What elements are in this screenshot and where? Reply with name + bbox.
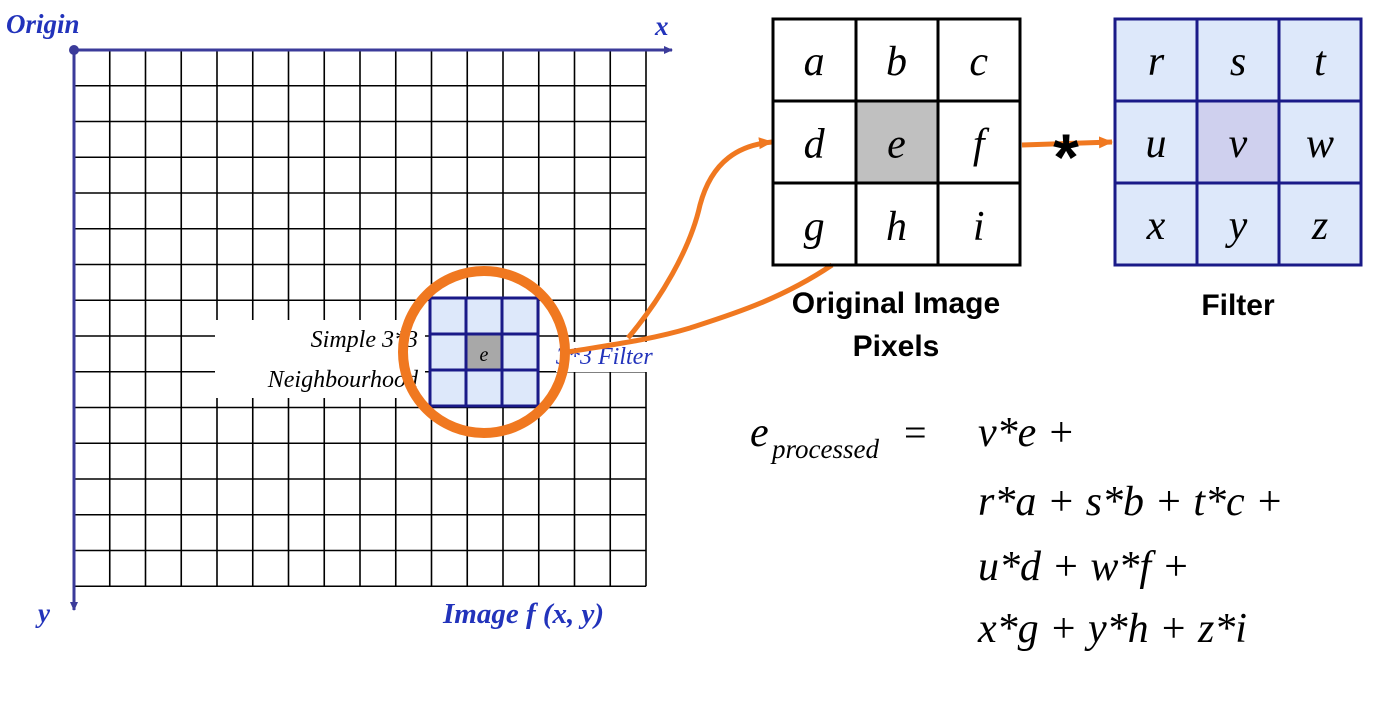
orange-connector-lower xyxy=(567,262,834,355)
formula-lhs-sub: processed xyxy=(770,434,879,464)
filter-center-fill xyxy=(1197,101,1279,183)
filter-z: z xyxy=(1311,203,1328,249)
formula-line1: v*e + xyxy=(978,410,1075,456)
convolution-operator: * xyxy=(1053,120,1079,194)
highlight-circle xyxy=(398,266,570,438)
pixel-g: g xyxy=(804,204,825,250)
origin-dot xyxy=(69,45,79,55)
pixel-a: a xyxy=(804,39,825,85)
pixel-center-fill xyxy=(856,101,938,183)
center-pixel-label: e xyxy=(480,344,489,366)
pixels-caption-line2: Pixels xyxy=(853,330,940,363)
filter-small-label-bg xyxy=(556,342,680,372)
formula-lhs-main: e xyxy=(750,410,769,456)
pixel-c: c xyxy=(969,39,988,85)
neighbourhood-label-bg xyxy=(215,320,425,398)
formula: e processed = v*e + r*a + s*b + t*c + u*… xyxy=(750,410,1284,652)
filter-y: y xyxy=(1225,203,1248,249)
pixel-grid-lines xyxy=(771,17,1022,267)
pixel-h: h xyxy=(886,204,907,250)
filter-s: s xyxy=(1230,39,1246,85)
formula-line3: u*d + w*f + xyxy=(978,544,1190,590)
x-axis-label: x xyxy=(654,11,669,41)
filter-x: x xyxy=(1146,203,1166,249)
filter-labels: r s t u v w x y z xyxy=(1146,39,1335,249)
orange-arrow-to-pixels xyxy=(626,137,773,340)
formula-line2: r*a + s*b + t*c + xyxy=(978,479,1284,525)
axes xyxy=(69,45,673,611)
pixel-grid: a b c d e f g h i xyxy=(771,17,1022,267)
center-pixel-fill xyxy=(466,334,502,370)
image-label: Image f (x, y) xyxy=(442,598,604,630)
filter-grid-lines xyxy=(1113,17,1363,267)
pixel-b: b xyxy=(886,39,907,85)
pixel-d: d xyxy=(804,121,826,167)
filter-caption: Filter xyxy=(1201,289,1275,322)
pixels-caption-line1: Original Image xyxy=(792,287,1000,320)
filter-overlay-lines xyxy=(428,296,540,408)
filter-u: u xyxy=(1146,121,1167,167)
origin-label: Origin xyxy=(6,9,80,39)
filter-grid: r s t u v w x y z xyxy=(1113,17,1363,267)
formula-equals: = xyxy=(904,410,927,455)
filter-overlay: e xyxy=(428,296,540,408)
pixel-labels: a b c d e f g h i xyxy=(804,39,990,250)
formula-line4: x*g + y*h + z*i xyxy=(977,606,1247,652)
pixel-f: f xyxy=(973,121,990,167)
pixel-e: e xyxy=(887,121,906,167)
filter-v: v xyxy=(1229,121,1248,167)
orange-arrow-to-filter xyxy=(1021,136,1113,149)
neighbourhood-label-line2: Neighbourhood xyxy=(267,367,419,393)
filter-r: r xyxy=(1148,39,1165,85)
pixel-i: i xyxy=(973,204,985,250)
filter-w: w xyxy=(1306,121,1334,167)
filter-t: t xyxy=(1314,39,1327,85)
y-axis-label: y xyxy=(35,598,51,628)
